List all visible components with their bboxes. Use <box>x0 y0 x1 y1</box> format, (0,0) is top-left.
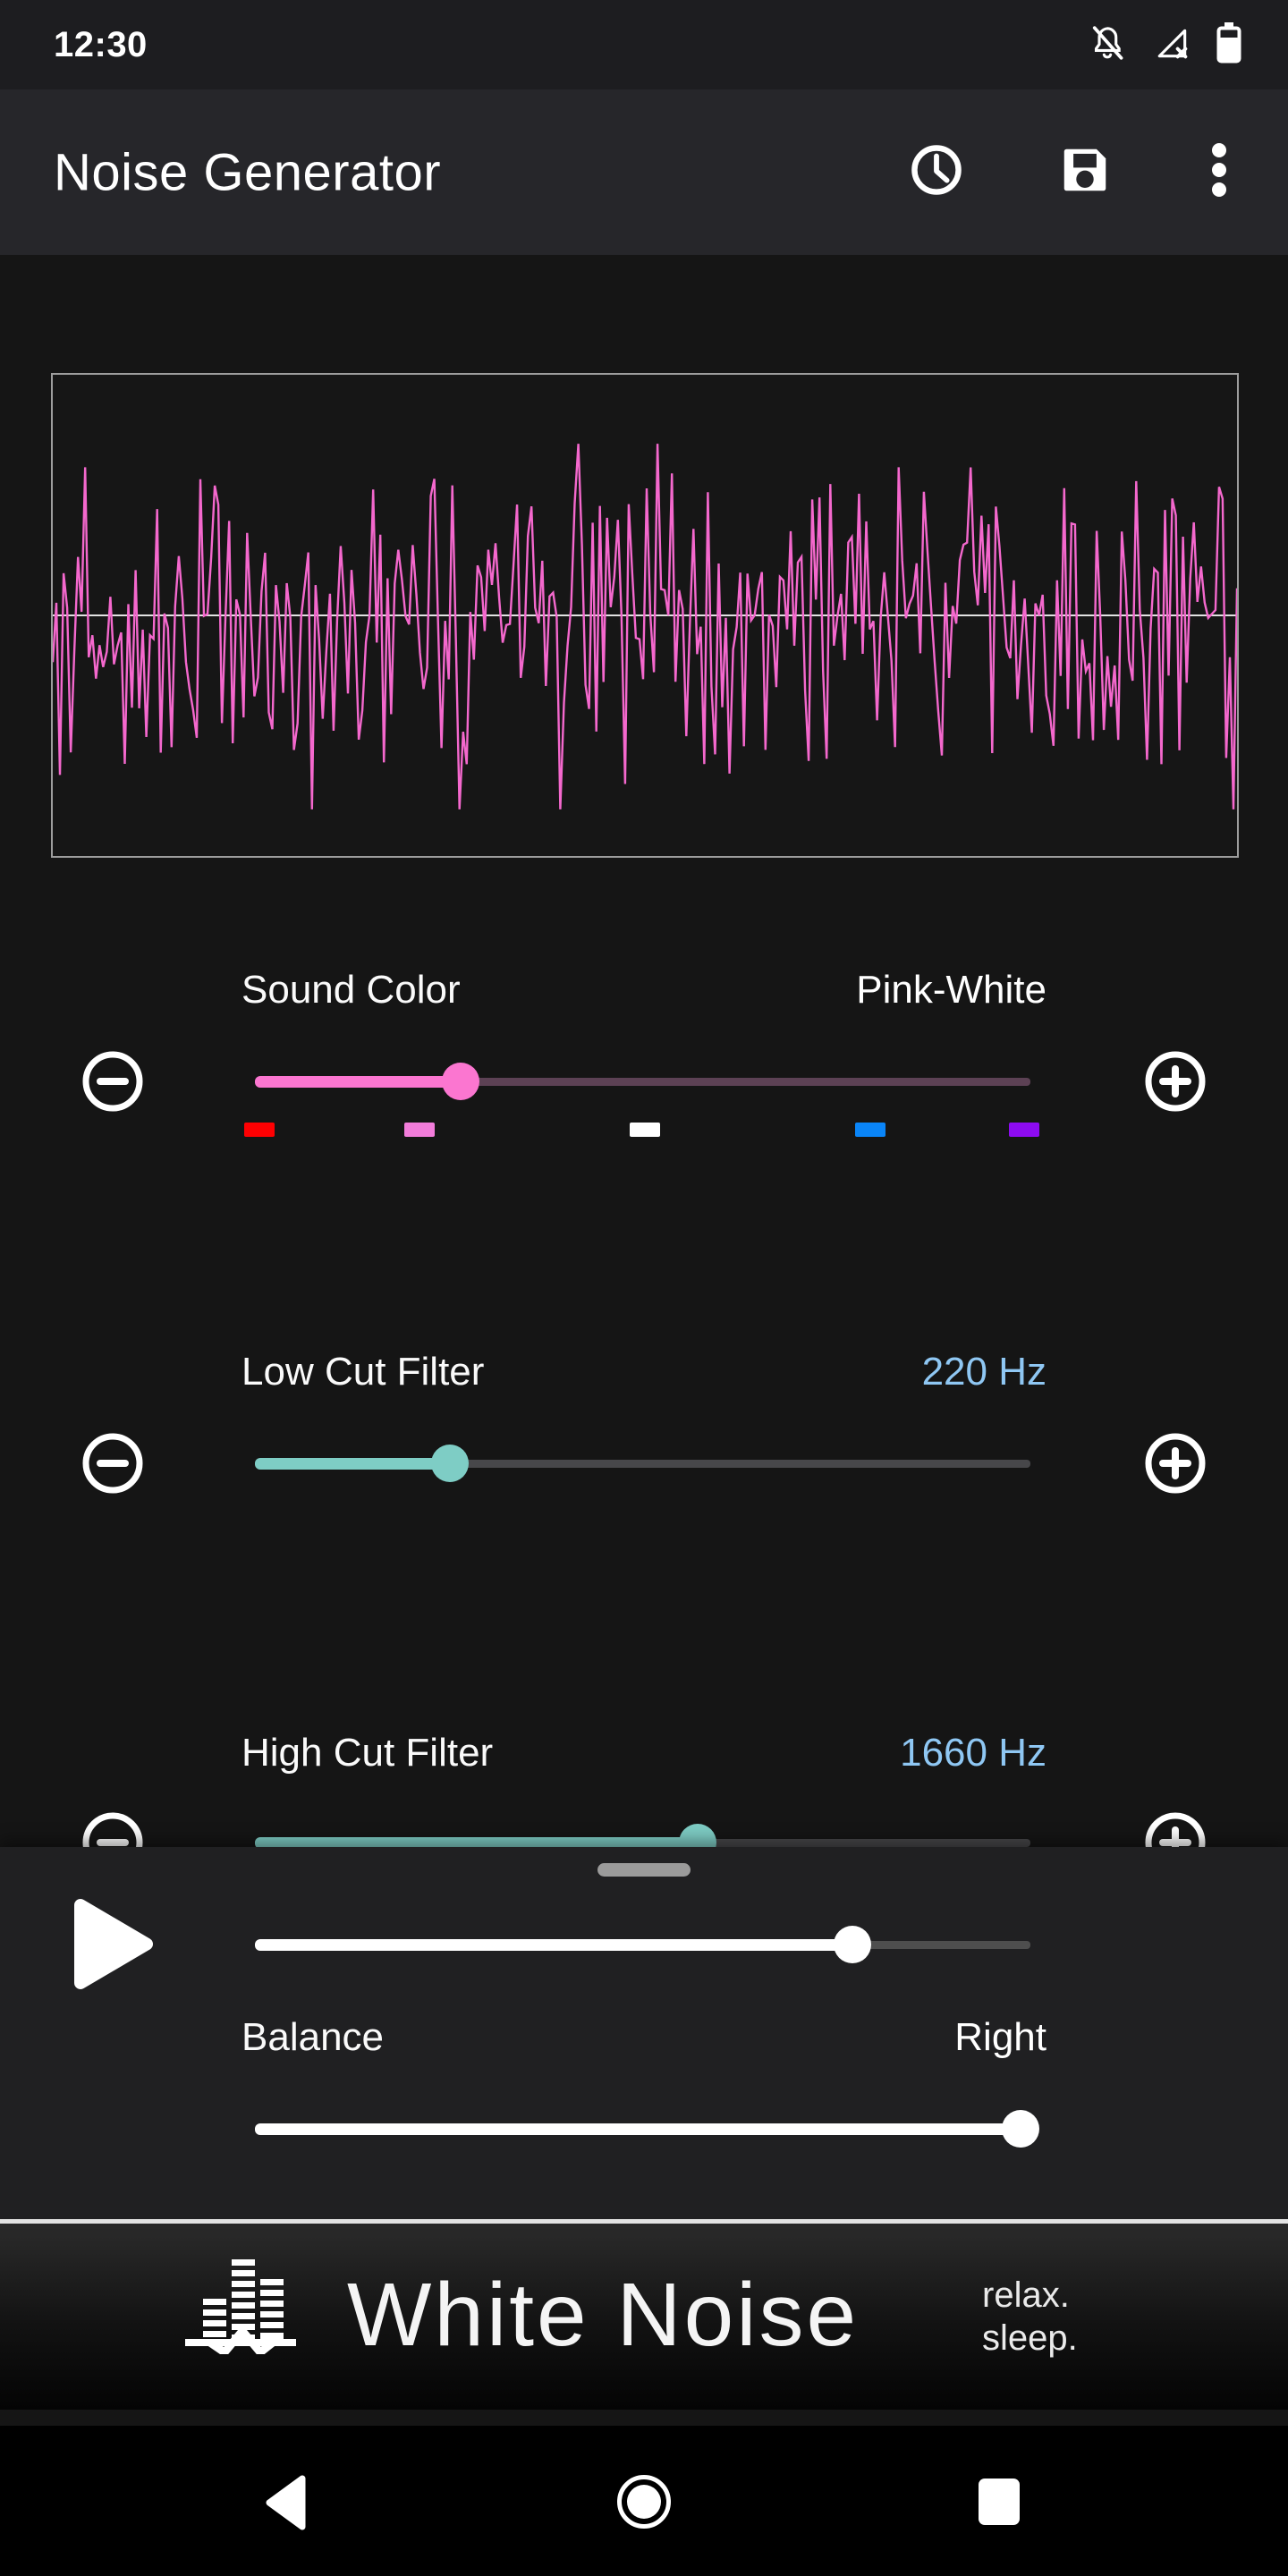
ad-top-divider <box>0 2219 1288 2224</box>
slider-track[interactable] <box>255 1078 1030 1086</box>
noise-color-legend <box>244 1123 1040 1137</box>
slider-thumb[interactable] <box>1001 2110 1039 2148</box>
balance-slider[interactable] <box>255 2110 1039 2148</box>
play-button[interactable] <box>73 1898 154 1990</box>
high-cut-label: High Cut Filter <box>242 1731 494 1775</box>
slider-thumb[interactable] <box>430 1445 469 1482</box>
red-noise-swatch <box>244 1123 275 1137</box>
nav-home-button[interactable] <box>617 2475 671 2529</box>
page-title: Noise Generator <box>54 143 442 201</box>
white-noise-logo-icon <box>185 2256 296 2359</box>
high-cut-label-row: High Cut Filter 1660 Hz <box>242 1729 1046 1777</box>
ad-tagline: relax. sleep. <box>982 2275 1078 2358</box>
nav-back-button[interactable] <box>262 2473 309 2537</box>
sound-color-value: Pink-White <box>856 968 1046 1012</box>
notifications-off-icon <box>1088 23 1127 67</box>
low-cut-increase-button[interactable] <box>1144 1432 1207 1495</box>
balance-label: Balance <box>242 2015 385 2059</box>
slider-thumb[interactable] <box>833 1926 871 1963</box>
white-noise-swatch <box>630 1123 661 1137</box>
back-triangle-icon <box>262 2475 309 2536</box>
low-cut-value: 220 Hz <box>921 1350 1046 1394</box>
overflow-menu-button[interactable] <box>1188 131 1250 215</box>
slider-progress <box>255 1939 852 1951</box>
slider-thumb[interactable] <box>441 1063 479 1100</box>
low-cut-label-row: Low Cut Filter 220 Hz <box>242 1348 1046 1396</box>
volume-slider[interactable] <box>255 1926 1030 1963</box>
status-icons <box>1088 21 1241 68</box>
slider-progress <box>255 1076 461 1088</box>
home-circle-icon <box>617 2475 671 2529</box>
sound-color-slider[interactable] <box>255 1063 1030 1100</box>
low-cut-label: Low Cut Filter <box>242 1350 485 1394</box>
balance-value: Right <box>954 2015 1046 2059</box>
status-time: 12:30 <box>54 24 148 64</box>
play-icon <box>73 1899 154 1994</box>
three-dots-icon <box>1210 142 1228 202</box>
balance-label-row: Balance Right <box>242 2013 1046 2062</box>
overview-square-icon <box>979 2479 1020 2525</box>
battery-icon <box>1216 21 1241 68</box>
ad-app-name: White Noise <box>347 2265 860 2365</box>
player-bottom-sheet: Balance Right <box>0 1847 1288 2219</box>
save-preset-button[interactable] <box>1054 131 1116 215</box>
status-bar: 12:30 <box>0 0 1288 89</box>
sound-color-label: Sound Color <box>242 968 461 1012</box>
sound-color-increase-button[interactable] <box>1144 1050 1207 1113</box>
sheet-drag-handle[interactable] <box>597 1863 691 1877</box>
slider-progress <box>255 1458 450 1470</box>
blue-noise-swatch <box>855 1123 886 1137</box>
violet-noise-swatch <box>1009 1123 1040 1137</box>
nav-overview-button[interactable] <box>979 2479 1020 2525</box>
white-noise-ad-banner[interactable]: White Noise relax. sleep. <box>0 2224 1288 2410</box>
slider-progress <box>255 2123 1021 2135</box>
sleep-timer-button[interactable] <box>905 131 968 215</box>
mobile-signal-off-icon <box>1152 23 1191 67</box>
save-icon <box>1056 142 1114 202</box>
pink-noise-swatch <box>403 1123 435 1137</box>
android-nav-bar <box>0 2426 1288 2576</box>
slider-track[interactable] <box>255 1460 1030 1468</box>
waveform-display <box>51 373 1239 858</box>
sound-color-decrease-button[interactable] <box>81 1050 144 1113</box>
clock-icon <box>909 142 964 202</box>
sound-color-label-row: Sound Color Pink-White <box>242 966 1046 1014</box>
low-cut-decrease-button[interactable] <box>81 1432 144 1495</box>
app-bar: Noise Generator <box>0 89 1288 255</box>
high-cut-value: 1660 Hz <box>900 1731 1046 1775</box>
low-cut-slider[interactable] <box>255 1445 1030 1482</box>
slider-progress <box>255 1837 699 1849</box>
